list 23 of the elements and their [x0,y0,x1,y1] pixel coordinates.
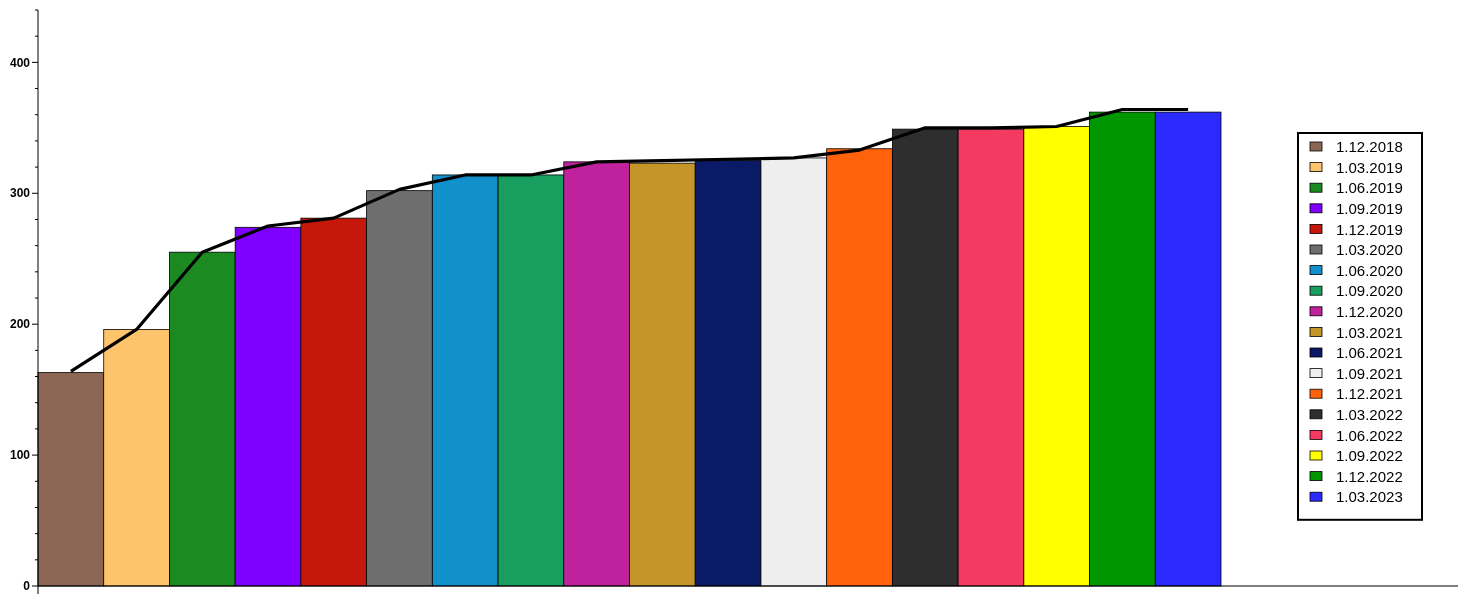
legend-label: 1.06.2021 [1336,344,1403,362]
legend-label: 1.06.2022 [1336,426,1403,444]
legend-label: 1.12.2019 [1336,220,1403,238]
legend-label: 1.03.2021 [1336,323,1403,341]
legend-label: 1.12.2021 [1336,385,1403,403]
y-tick-label: 100 [9,448,31,463]
y-tick-label: 200 [9,317,31,332]
legend-label: 1.09.2022 [1336,447,1403,465]
legend-label: 1.03.2022 [1336,406,1403,424]
legend-label: 1.06.2020 [1336,261,1403,279]
legend-label: 1.12.2018 [1336,138,1403,156]
y-tick-label: 400 [9,55,31,70]
legend-label: 1.09.2020 [1336,282,1403,300]
legend-label: 1.09.2021 [1336,364,1403,382]
legend-label: 1.03.2019 [1336,158,1403,176]
legend-label: 1.06.2019 [1336,179,1403,197]
legend-label: 1.09.2019 [1336,200,1403,218]
legend-label: 1.03.2023 [1336,488,1403,506]
legend-label: 1.03.2020 [1336,241,1403,259]
legend-label: 1.12.2020 [1336,303,1403,321]
legend-label: 1.12.2022 [1336,467,1403,485]
y-tick-label: 0 [23,579,31,594]
y-tick-label: 300 [9,186,31,201]
